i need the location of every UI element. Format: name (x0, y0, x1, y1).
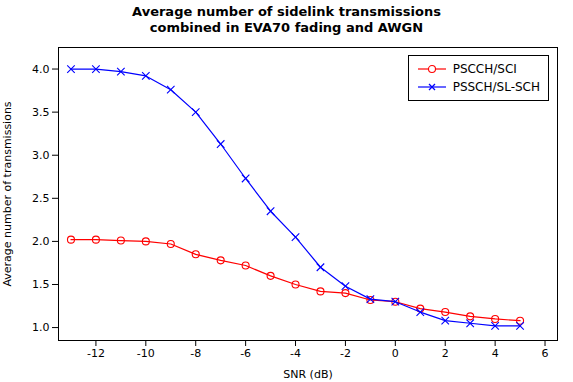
svg-text:0: 0 (392, 347, 399, 360)
svg-text:-4: -4 (290, 347, 301, 360)
svg-text:2.5: 2.5 (32, 191, 50, 204)
svg-text:2: 2 (442, 347, 449, 360)
svg-text:-6: -6 (240, 347, 251, 360)
svg-text:3.5: 3.5 (32, 105, 50, 118)
svg-text:1.0: 1.0 (32, 321, 50, 334)
svg-text:-10: -10 (137, 347, 155, 360)
html-text:PSCCH/SCI: PSCCH/SCI (452, 62, 517, 76)
svg-text:4: 4 (492, 347, 499, 360)
svg-text:Average number of transmission: Average number of transmissions (1, 101, 14, 286)
svg-text:-2: -2 (340, 347, 351, 360)
html-text:Average number of sidelink tra: Average number of sidelink transmissions… (132, 4, 441, 36)
svg-text:1.5: 1.5 (32, 278, 50, 291)
svg-text:2.0: 2.0 (32, 234, 50, 247)
svg-text:-8: -8 (190, 347, 201, 360)
html-text:PSSCH/SL-SCH: PSSCH/SL-SCH (452, 80, 540, 94)
svg-text:4.0: 4.0 (32, 62, 50, 75)
svg-text:-12: -12 (87, 347, 105, 360)
svg-text:3.0: 3.0 (32, 148, 50, 161)
svg-text:SNR (dB): SNR (dB) (283, 367, 332, 380)
svg-text:6: 6 (542, 347, 549, 360)
